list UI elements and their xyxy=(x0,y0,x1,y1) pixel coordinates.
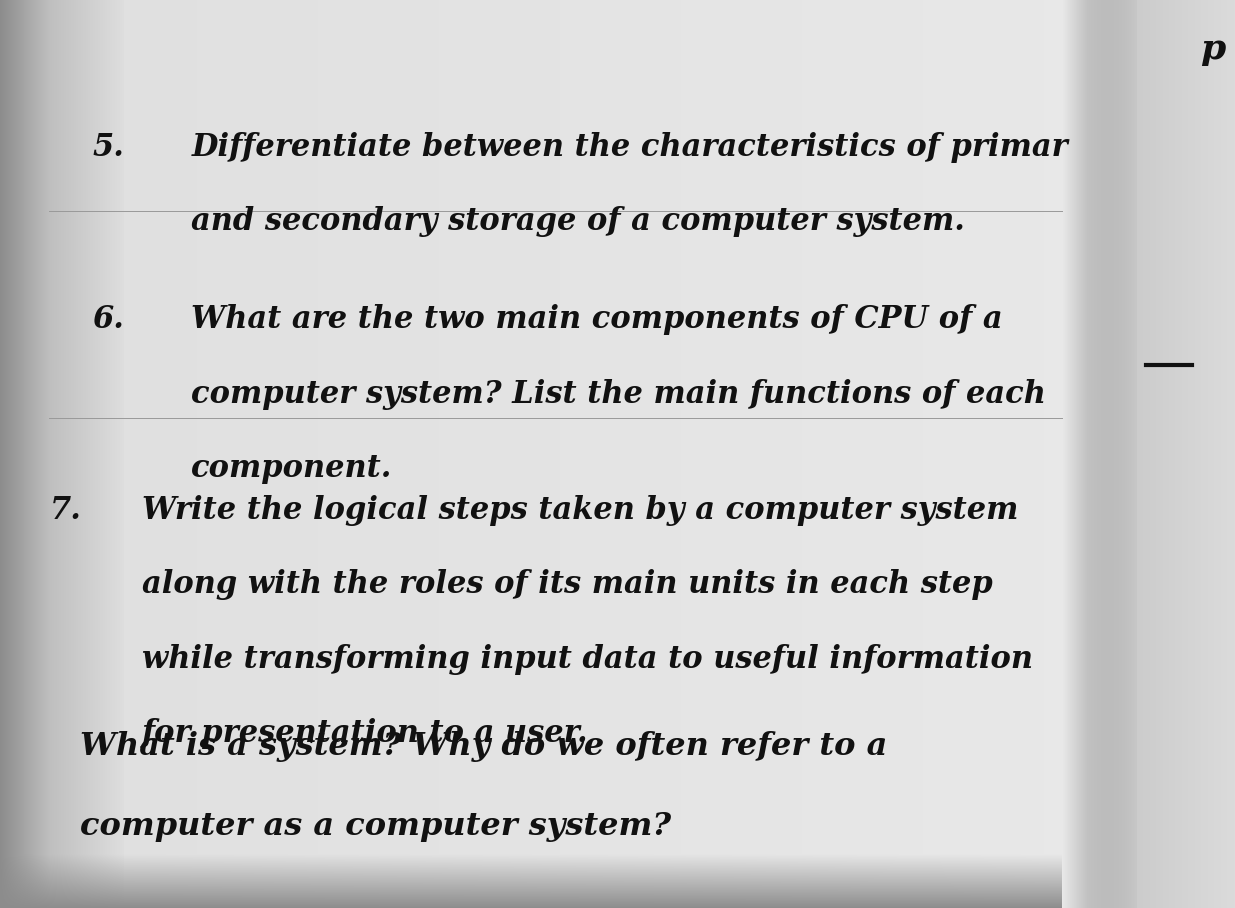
Text: for presentation to a user.: for presentation to a user. xyxy=(142,718,589,749)
Text: What is a system? Why do we often refer to a: What is a system? Why do we often refer … xyxy=(80,731,888,762)
Text: Differentiate between the characteristics of primar: Differentiate between the characteristic… xyxy=(191,132,1068,163)
Text: 6.: 6. xyxy=(93,304,125,335)
Text: and secondary storage of a computer system.: and secondary storage of a computer syst… xyxy=(191,206,966,237)
Text: 5.: 5. xyxy=(93,132,125,163)
Text: computer system? List the main functions of each: computer system? List the main functions… xyxy=(191,379,1046,410)
Text: component.: component. xyxy=(191,453,393,484)
Text: while transforming input data to useful information: while transforming input data to useful … xyxy=(142,644,1032,675)
Text: along with the roles of its main units in each step: along with the roles of its main units i… xyxy=(142,569,993,600)
Text: 7.: 7. xyxy=(49,495,82,526)
Text: p: p xyxy=(1200,32,1225,65)
Text: computer as a computer system?: computer as a computer system? xyxy=(80,811,672,842)
Text: What are the two main components of CPU of a: What are the two main components of CPU … xyxy=(191,304,1003,335)
Text: Write the logical steps taken by a computer system: Write the logical steps taken by a compu… xyxy=(142,495,1019,526)
